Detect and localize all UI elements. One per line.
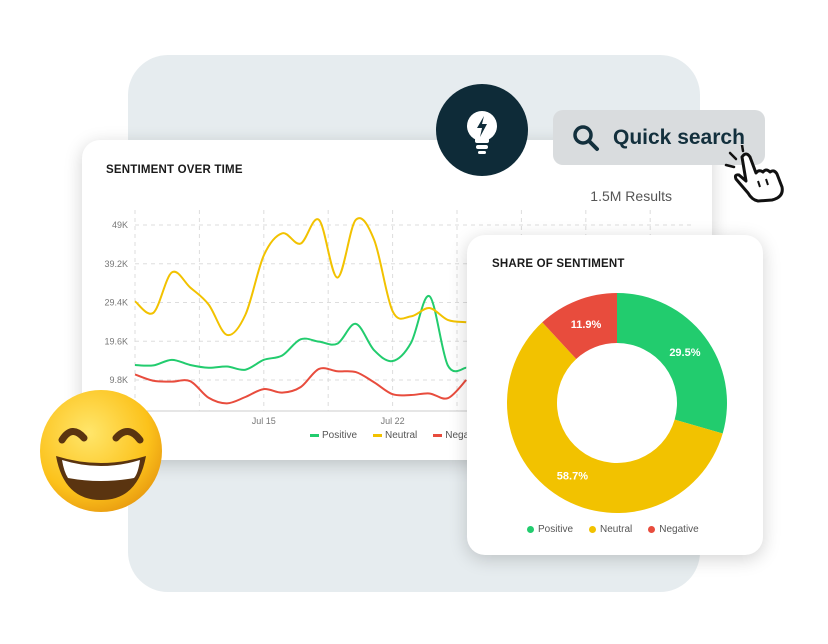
lightbulb-badge (436, 84, 528, 176)
slice-neutral (507, 322, 723, 513)
series-line-positive (134, 295, 467, 373)
quick-search-button[interactable]: Quick search (553, 110, 765, 165)
grinning-emoji-icon (40, 390, 162, 512)
series-line-neutral (134, 217, 467, 337)
slice-label: 29.5% (669, 347, 700, 359)
line-chart-title: SENTIMENT OVER TIME (106, 164, 243, 176)
legend-neutral: Neutral (373, 430, 417, 441)
hand-cursor-icon (724, 145, 784, 203)
slice-positive (617, 293, 727, 434)
results-count: 1.5M Results (590, 188, 672, 204)
y-tick-label: 29.4K (104, 298, 128, 308)
quick-search-label: Quick search (613, 125, 745, 149)
y-tick-label: 19.6K (104, 336, 128, 346)
slice-label: 58.7% (557, 470, 588, 482)
x-tick-label: Jul 15 (252, 416, 276, 426)
share-of-sentiment-card: SHARE OF SENTIMENT 29.5% 58.7% 11.9% Posit… (467, 235, 763, 555)
slice-negative (542, 293, 617, 359)
legend-neutral: Neutral (589, 524, 632, 535)
y-tick-label: 49K (112, 220, 128, 230)
line-chart-legend: Positive Neutral Negative (310, 430, 485, 441)
series-line-negative (134, 367, 467, 405)
slice-label: 11.9% (571, 319, 602, 331)
legend-negative: Negative (648, 524, 699, 535)
search-icon (573, 124, 599, 151)
lightbulb-icon (467, 111, 497, 154)
x-tick-label: Jul 22 (381, 416, 405, 426)
donut-chart: 29.5% 58.7% 11.9% (507, 293, 727, 513)
y-tick-label: 9.8K (109, 375, 128, 385)
legend-negative: Negative (433, 430, 485, 441)
pie-chart-legend: Positive Neutral Negative (527, 524, 699, 535)
pie-chart-title: SHARE OF SENTIMENT (492, 258, 625, 270)
legend-positive: Positive (310, 430, 357, 441)
legend-positive: Positive (527, 524, 573, 535)
y-tick-label: 39.2K (104, 259, 128, 269)
